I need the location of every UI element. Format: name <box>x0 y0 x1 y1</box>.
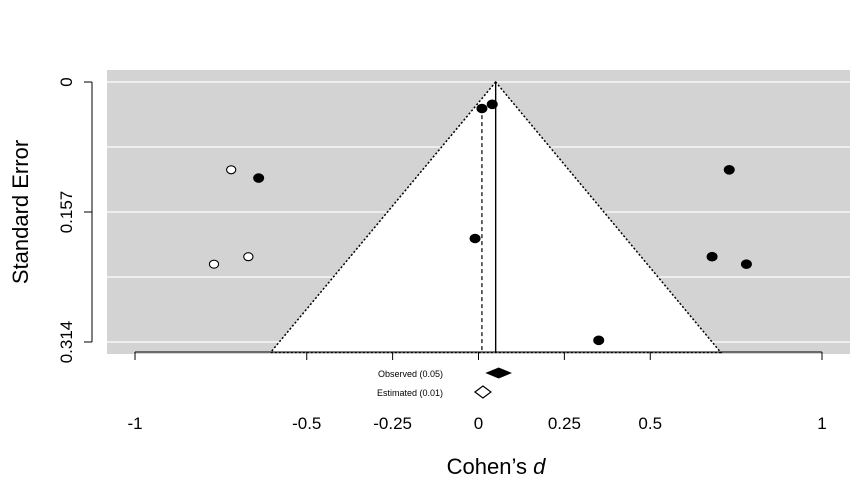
y-axis-title: Standard Error <box>8 140 33 284</box>
y-tick-label: 0.157 <box>57 191 76 234</box>
observed-study-point <box>740 259 752 269</box>
imputed-study-point <box>208 259 220 269</box>
imputed-study-point <box>243 252 254 262</box>
x-tick-label: 0 <box>474 414 483 433</box>
x-tick-label: 0.5 <box>638 414 662 433</box>
observed-study-point <box>476 103 488 114</box>
observed-study-point <box>723 164 735 175</box>
x-axis-title-text: Cohen’s <box>447 454 527 479</box>
legend-estimated-label: Estimated (0.01) <box>377 388 443 398</box>
legend-observed-marker <box>485 367 512 379</box>
observed-study-point <box>486 99 498 110</box>
observed-study-point <box>706 251 718 262</box>
x-tick-label: -0.25 <box>373 414 412 433</box>
x-tick-label: 1 <box>817 414 826 433</box>
x-tick-label: 0.25 <box>548 414 581 433</box>
observed-study-point <box>253 173 265 183</box>
legend-estimated-marker <box>473 385 492 399</box>
y-tick-label: 0 <box>57 77 76 86</box>
legend: Observed (0.05) Estimated (0.01) <box>377 367 512 399</box>
observed-study-point <box>593 335 605 346</box>
observed-study-point <box>469 233 481 244</box>
x-axis-title: Cohen’s d <box>447 454 546 479</box>
x-tick-label: -0.5 <box>292 414 321 433</box>
legend-observed-label: Observed (0.05) <box>378 369 443 379</box>
y-axis-ticks: 0 0.157 0.314 <box>57 77 92 363</box>
y-tick-label: 0.314 <box>57 321 76 364</box>
x-axis-ticks: -1 -0.5 -0.25 0 0.25 0.5 1 <box>127 352 827 433</box>
x-tick-label: -1 <box>127 414 142 433</box>
x-axis-title-italic: d <box>533 454 546 479</box>
data-points <box>208 99 752 346</box>
imputed-study-point <box>226 165 237 175</box>
